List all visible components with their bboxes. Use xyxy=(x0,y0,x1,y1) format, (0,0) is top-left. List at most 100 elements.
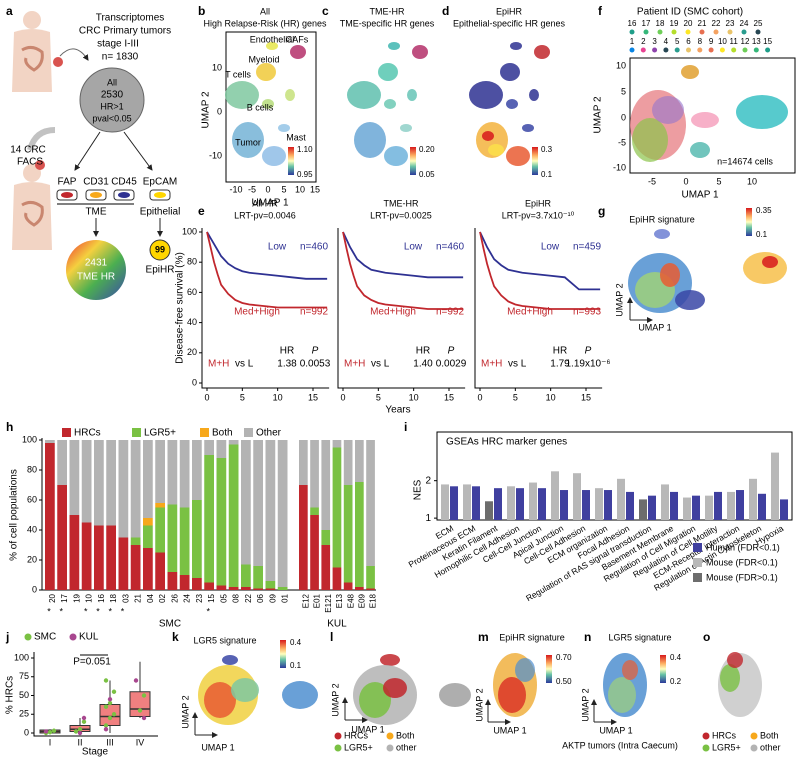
point xyxy=(81,719,87,724)
cell-cluster xyxy=(498,677,526,713)
bar xyxy=(736,490,744,520)
box xyxy=(129,691,151,717)
label: 20 xyxy=(684,19,693,28)
bar-segment xyxy=(332,567,342,590)
label: UMAP 1 xyxy=(351,724,384,734)
legend-label: Human (FDR<0.1) xyxy=(706,542,780,552)
bar xyxy=(551,471,559,520)
label: All xyxy=(260,6,270,16)
label: LRT-pv=3.7x10⁻¹⁰ xyxy=(502,210,575,220)
cell-cluster xyxy=(736,95,788,129)
bar-segment xyxy=(94,440,104,526)
label: High Relapse-Risk (HR) genes xyxy=(203,18,327,28)
bar-segment xyxy=(45,440,55,443)
cell-cluster xyxy=(522,124,534,132)
label: n= 1830 xyxy=(102,52,139,63)
panel-letter: o xyxy=(703,630,710,644)
legend-swatch xyxy=(693,573,702,582)
cell-cluster xyxy=(384,99,396,109)
y-tick-label: 100 xyxy=(22,434,37,444)
legend-label: n=993 xyxy=(573,307,602,318)
x-tick-label: 20 xyxy=(48,593,57,602)
bar-segment xyxy=(57,440,67,485)
label: 99 xyxy=(155,244,165,254)
label: EpiHR signature xyxy=(629,214,695,224)
bar-segment xyxy=(366,588,375,590)
bar-segment xyxy=(241,440,251,565)
label: EpiHR xyxy=(496,6,523,16)
label: n=14674 cells xyxy=(717,156,773,166)
cell-cluster xyxy=(262,99,274,109)
bar xyxy=(705,495,713,520)
point xyxy=(107,715,113,721)
y-tick-label: 80 xyxy=(187,257,197,267)
x-tick-label: 16 xyxy=(97,593,106,602)
label: 0.70 xyxy=(556,653,572,662)
legend-label: other xyxy=(396,742,417,752)
label: TME-specific HR genes xyxy=(340,18,435,28)
bar-segment xyxy=(366,440,375,566)
cell-cluster xyxy=(660,263,680,287)
bar-segment xyxy=(192,440,202,500)
cell-cluster xyxy=(266,42,278,50)
panel-letter: h xyxy=(6,420,13,434)
bar-segment xyxy=(299,485,308,590)
patient-dot xyxy=(755,29,761,35)
y-axis-label: % of cell populations xyxy=(9,469,20,561)
bar xyxy=(661,484,669,520)
bar-segment xyxy=(204,582,214,590)
label: vs L xyxy=(371,359,390,370)
survival-curve xyxy=(342,231,464,279)
legend-swatch xyxy=(62,428,71,437)
y-tick-label: 0 xyxy=(192,377,197,387)
bar-segment xyxy=(192,578,202,590)
label: 0.2 xyxy=(670,677,682,686)
y-tick-label: 0 xyxy=(24,727,29,737)
x-tick-label: 10 xyxy=(546,392,556,402)
cell-cluster xyxy=(354,122,386,158)
bar-segment xyxy=(81,522,92,590)
legend-label: Low xyxy=(541,242,560,253)
legend-swatch xyxy=(693,558,702,567)
bar-segment xyxy=(355,482,364,587)
legend-label: KUL xyxy=(79,632,99,643)
cell-cluster xyxy=(690,142,710,158)
legend-label: SMC xyxy=(34,632,56,643)
bar xyxy=(648,495,656,520)
bar xyxy=(626,491,634,520)
chart-title: GSEAs HRC marker genes xyxy=(446,437,567,448)
label: 0 xyxy=(265,184,270,194)
cell-cluster xyxy=(285,89,295,101)
x-tick-label: 02 xyxy=(158,593,167,602)
label: UMAP 1 xyxy=(201,742,234,752)
bar-segment xyxy=(310,507,319,515)
legend-label: HRCs xyxy=(344,730,368,740)
bar xyxy=(507,486,515,520)
bar-segment xyxy=(155,503,165,508)
cell-cluster xyxy=(400,124,412,132)
bar-segment xyxy=(192,500,202,578)
point xyxy=(73,729,79,734)
label: Myeloid xyxy=(248,54,279,64)
bar-segment xyxy=(57,485,67,590)
cell-cluster xyxy=(534,45,550,59)
bar-segment xyxy=(332,447,342,568)
label: 5 xyxy=(621,86,626,96)
bar-segment xyxy=(216,440,227,458)
patient-dot xyxy=(741,29,747,35)
cell-cluster xyxy=(675,290,705,310)
patient-dot xyxy=(652,47,658,53)
cell-cluster xyxy=(482,131,494,141)
label: TME-HR xyxy=(370,6,405,16)
point xyxy=(137,708,143,713)
cell-cluster xyxy=(529,89,539,101)
label: CD45 xyxy=(111,177,137,188)
cell-cluster xyxy=(231,678,259,702)
label: 5 xyxy=(675,37,680,46)
legend-label: Low xyxy=(404,242,423,253)
cell-cluster xyxy=(506,146,530,166)
panel-letter: k xyxy=(172,630,179,644)
label: -5 xyxy=(648,176,656,186)
panel-letter: j xyxy=(5,630,9,644)
